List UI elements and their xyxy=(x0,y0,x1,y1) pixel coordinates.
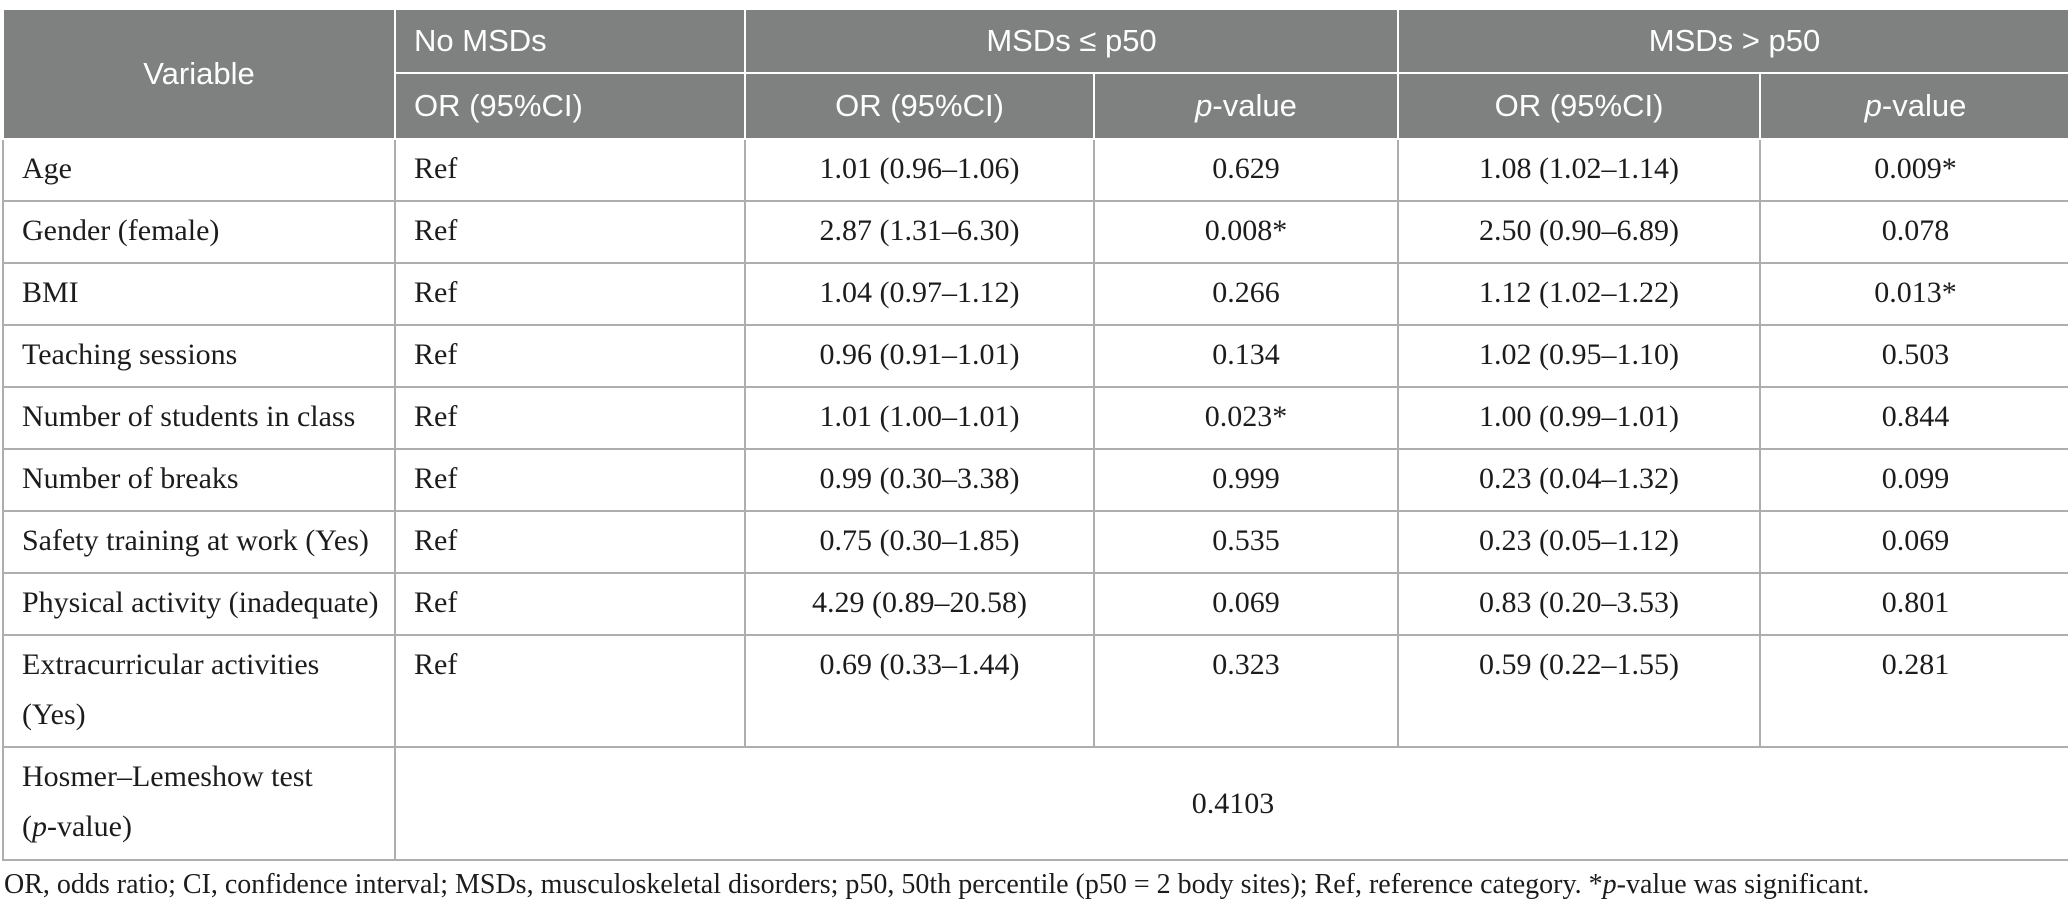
variable-header: Variable xyxy=(2,8,396,140)
table-row-physical-activity: Physical activity (inadequate) Ref 4.29 … xyxy=(2,572,2068,636)
le-p-cell: 0.999 xyxy=(1092,448,1400,512)
gt-p-cell: 0.078 xyxy=(1759,200,2068,264)
gt-or-cell: 0.23 (0.05–1.12) xyxy=(1397,510,1762,574)
gt-p-value-header: p-value xyxy=(1759,72,2068,140)
le-p-cell: 0.266 xyxy=(1092,262,1400,326)
gt-p-cell: 0.281 xyxy=(1759,634,2068,748)
gt-p-cell: 0.099 xyxy=(1759,448,2068,512)
gt-or-cell: 0.59 (0.22–1.55) xyxy=(1397,634,1762,748)
le-or-cell: 0.96 (0.91–1.01) xyxy=(744,324,1095,388)
footnote-part1: OR, odds ratio; CI, confidence interval;… xyxy=(4,869,1603,900)
no-msds-or-cell: Ref xyxy=(394,448,746,512)
le-p-cell: 0.535 xyxy=(1092,510,1400,574)
msds-le-p50-group-header: MSDs ≤ p50 xyxy=(743,8,1400,74)
regression-table: Variable No MSDs MSDs ≤ p50 MSDs > p50 O… xyxy=(2,8,2068,861)
hosmer-label-cell: Hosmer–Lemeshow test (p-value) xyxy=(2,746,396,861)
le-p-cell: 0.323 xyxy=(1092,634,1400,748)
gt-or-cell: 1.02 (0.95–1.10) xyxy=(1397,324,1762,388)
table-row-hosmer-lemeshow: Hosmer–Lemeshow test (p-value) 0.4103 xyxy=(2,746,2068,861)
footnote-part2: -value was significant. xyxy=(1616,869,1870,900)
gt-p-cell: 0.844 xyxy=(1759,386,2068,450)
table-row-extracurricular: Extracurricular activities (Yes) Ref 0.6… xyxy=(2,634,2068,748)
p-value-rest: -value xyxy=(1881,88,1967,123)
no-msds-or-ci-header: OR (95%CI) xyxy=(394,72,746,140)
table-footnote: OR, odds ratio; CI, confidence interval;… xyxy=(2,868,2068,902)
variable-cell: Number of students in class xyxy=(2,386,396,450)
le-or-cell: 0.69 (0.33–1.44) xyxy=(744,634,1095,748)
header-group-row: Variable No MSDs MSDs ≤ p50 MSDs > p50 xyxy=(2,8,2068,140)
gt-or-cell: 1.08 (1.02–1.14) xyxy=(1397,138,1762,202)
hosmer-value-cell: 0.4103 xyxy=(393,746,2068,861)
hosmer-paren: ( xyxy=(22,810,32,843)
gt-or-cell: 0.83 (0.20–3.53) xyxy=(1397,572,1762,636)
hosmer-p-italic: p xyxy=(32,810,47,843)
le-p-cell: 0.023* xyxy=(1092,386,1400,450)
le-p-cell: 0.629 xyxy=(1092,138,1400,202)
no-msds-or-cell: Ref xyxy=(394,510,746,574)
gt-or-cell: 0.23 (0.04–1.32) xyxy=(1397,448,1762,512)
hosmer-label-rest: -value) xyxy=(47,810,132,843)
le-p-cell: 0.069 xyxy=(1092,572,1400,636)
p-value-rest: -value xyxy=(1212,88,1297,123)
footnote-p-italic: p xyxy=(1602,869,1617,900)
hosmer-label-line2: (p-value) xyxy=(22,802,384,852)
le-or-cell: 0.75 (0.30–1.85) xyxy=(744,510,1095,574)
table-row-bmi: BMI Ref 1.04 (0.97–1.12) 0.266 1.12 (1.0… xyxy=(2,262,2068,326)
table-row-safety-training: Safety training at work (Yes) Ref 0.75 (… xyxy=(2,510,2068,574)
le-or-ci-header: OR (95%CI) xyxy=(744,72,1095,140)
no-msds-or-cell: Ref xyxy=(394,200,746,264)
gt-or-cell: 2.50 (0.90–6.89) xyxy=(1397,200,1762,264)
le-or-cell: 4.29 (0.89–20.58) xyxy=(744,572,1095,636)
le-p-cell: 0.008* xyxy=(1092,200,1400,264)
variable-cell: Teaching sessions xyxy=(2,324,396,388)
variable-cell: Extracurricular activities (Yes) xyxy=(2,634,396,748)
table-header: Variable No MSDs MSDs ≤ p50 MSDs > p50 O… xyxy=(2,8,2068,140)
hosmer-label-line1: Hosmer–Lemeshow test xyxy=(22,760,313,793)
msds-gt-p50-group-header: MSDs > p50 xyxy=(1397,8,2068,74)
no-msds-or-cell: Ref xyxy=(394,324,746,388)
gt-or-cell: 1.00 (0.99–1.01) xyxy=(1397,386,1762,450)
le-or-cell: 1.01 (0.96–1.06) xyxy=(744,138,1095,202)
gt-p-cell: 0.503 xyxy=(1759,324,2068,388)
table-row-age: Age Ref 1.01 (0.96–1.06) 0.629 1.08 (1.0… xyxy=(2,138,2068,202)
gt-or-ci-header: OR (95%CI) xyxy=(1397,72,1762,140)
le-p-value-header: p-value xyxy=(1092,72,1400,140)
gt-p-cell: 0.801 xyxy=(1759,572,2068,636)
le-or-cell: 0.99 (0.30–3.38) xyxy=(744,448,1095,512)
no-msds-or-cell: Ref xyxy=(394,634,746,748)
table-body: Age Ref 1.01 (0.96–1.06) 0.629 1.08 (1.0… xyxy=(2,138,2068,861)
no-msds-group-header: No MSDs xyxy=(394,8,746,74)
variable-cell: Gender (female) xyxy=(2,200,396,264)
le-or-cell: 1.01 (1.00–1.01) xyxy=(744,386,1095,450)
no-msds-or-cell: Ref xyxy=(394,572,746,636)
header-sub-row: OR (95%CI) OR (95%CI) p-value OR (95%CI)… xyxy=(3,72,2068,140)
p-value-italic: p xyxy=(1195,88,1213,123)
variable-cell: Number of breaks xyxy=(2,448,396,512)
variable-cell: Physical activity (inadequate) xyxy=(2,572,396,636)
variable-cell: Age xyxy=(2,138,396,202)
p-value-italic: p xyxy=(1864,88,1882,123)
no-msds-or-cell: Ref xyxy=(394,138,746,202)
variable-cell: BMI xyxy=(2,262,396,326)
table-row-students-in-class: Number of students in class Ref 1.01 (1.… xyxy=(2,386,2068,450)
gt-p-cell: 0.069 xyxy=(1759,510,2068,574)
table-row-number-of-breaks: Number of breaks Ref 0.99 (0.30–3.38) 0.… xyxy=(2,448,2068,512)
gt-p-cell: 0.013* xyxy=(1759,262,2068,326)
le-or-cell: 1.04 (0.97–1.12) xyxy=(744,262,1095,326)
gt-p-cell: 0.009* xyxy=(1759,138,2068,202)
gt-or-cell: 1.12 (1.02–1.22) xyxy=(1397,262,1762,326)
le-or-cell: 2.87 (1.31–6.30) xyxy=(744,200,1095,264)
le-p-cell: 0.134 xyxy=(1092,324,1400,388)
no-msds-or-cell: Ref xyxy=(394,262,746,326)
table-row-teaching-sessions: Teaching sessions Ref 0.96 (0.91–1.01) 0… xyxy=(2,324,2068,388)
no-msds-or-cell: Ref xyxy=(394,386,746,450)
table-row-gender: Gender (female) Ref 2.87 (1.31–6.30) 0.0… xyxy=(2,200,2068,264)
variable-cell: Safety training at work (Yes) xyxy=(2,510,396,574)
